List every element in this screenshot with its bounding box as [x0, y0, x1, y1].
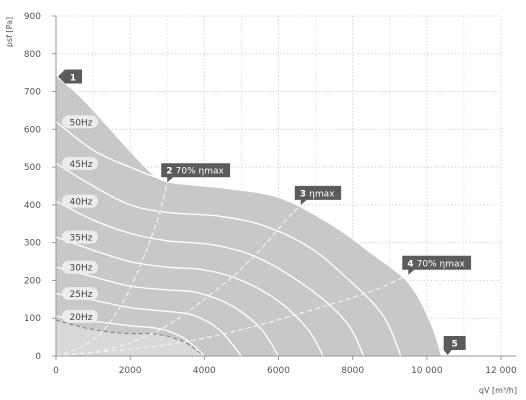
marker-label: 70% ηmax: [176, 167, 225, 177]
hz-label: 50Hz: [70, 118, 93, 128]
axes: 0 2000 4000 6000 8000 10 000 12 000 0 100 200 300 4…: [5, 12, 517, 395]
point-marker-3: 3 ηmax: [294, 185, 342, 205]
hz-label: 20Hz: [70, 313, 93, 323]
efficiency-line-3: [55, 274, 409, 357]
point-marker-5: 5: [443, 336, 466, 355]
x-tick-label: 10 000: [411, 366, 443, 376]
hz-label-bg: [62, 194, 98, 208]
efficiency-line-1: [55, 182, 168, 357]
marker-tag: [402, 255, 472, 275]
y-tick-label: 300: [24, 239, 41, 249]
marker-number: 4: [407, 259, 416, 269]
y-axis-title: psf [Pa]: [5, 17, 14, 47]
marker-tag: [58, 69, 82, 84]
x-axis-title: qV [m³/h]: [479, 386, 517, 395]
x-tick-label: 2000: [119, 366, 142, 376]
marker-text: 1: [70, 73, 76, 83]
hz-label: 30Hz: [70, 264, 93, 274]
marker-tag: [294, 185, 342, 205]
y-tick-label: 400: [24, 201, 41, 211]
y-tick-label: 800: [24, 50, 41, 60]
curve-25hz: [55, 293, 242, 357]
marker-tag: [161, 163, 231, 183]
y-tick-label: 600: [24, 125, 41, 135]
point-marker-2: 2 70% ηmax: [161, 163, 231, 183]
efficiency-line-2: [55, 204, 302, 357]
hz-label-bg: [62, 309, 98, 323]
hz-label: 45Hz: [70, 160, 93, 170]
hz-label-bg: [62, 260, 98, 274]
curve-45hz: [55, 162, 402, 357]
hz-label-bg: [62, 230, 98, 244]
curve-50hz: [55, 121, 443, 357]
hz-label: 25Hz: [70, 290, 93, 300]
marker-text: 4 70% ηmax: [407, 259, 465, 269]
y-tick-label: 500: [24, 163, 41, 173]
hz-label: 40Hz: [70, 198, 93, 208]
marker-text: 2 70% ηmax: [166, 167, 224, 177]
y-tick-label: 100: [24, 314, 41, 324]
y-tick-label: 0: [35, 352, 41, 362]
curve-35hz: [55, 236, 324, 357]
point-marker-1: 1: [58, 69, 82, 84]
y-tick-label: 200: [24, 276, 41, 286]
operating-area: [55, 76, 442, 357]
marker-text: 5: [452, 340, 458, 350]
x-tick-label: 8000: [341, 366, 364, 376]
efficiency-lines: [55, 182, 409, 357]
hz-label-bg: [62, 156, 98, 170]
inner-area-boundary: [55, 319, 205, 357]
x-tick-label: 12 000: [485, 366, 517, 376]
marker-tag: [443, 336, 466, 355]
y-tick-label: 700: [24, 88, 41, 98]
point-marker-4: 4 70% ηmax: [402, 255, 472, 275]
curve-40hz: [55, 200, 365, 357]
inner-area-fill: [56, 320, 205, 356]
hz-label-bg: [62, 287, 98, 301]
marker-label: 70% ηmax: [417, 259, 466, 269]
marker-label: ηmax: [309, 189, 335, 199]
x-tick-label: 4000: [193, 366, 216, 376]
marker-text: 3 ηmax: [300, 189, 335, 199]
marker-number: 2: [166, 167, 175, 177]
hz-label-bg: [62, 115, 98, 129]
x-tick-label: 6000: [267, 366, 290, 376]
operating-area-fill: [56, 76, 442, 357]
marker-number: 3: [300, 189, 309, 199]
y-tick-label: 900: [24, 12, 41, 22]
x-tick-label: 0: [53, 366, 59, 376]
labels: 50Hz 45Hz 40Hz 35Hz 30Hz 25Hz 20Hz 1 2 70% ηmax 3…: [58, 69, 472, 355]
hz-label: 35Hz: [70, 234, 93, 244]
